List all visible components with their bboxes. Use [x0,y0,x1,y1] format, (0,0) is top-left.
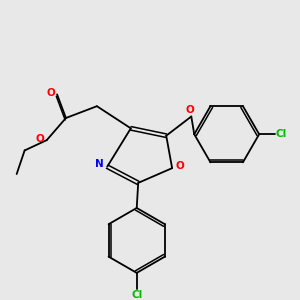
Text: Cl: Cl [275,129,286,139]
Text: O: O [46,88,55,98]
Text: N: N [95,159,104,169]
Text: O: O [36,134,45,144]
Text: O: O [185,105,194,115]
Text: Cl: Cl [131,290,142,300]
Text: O: O [175,161,184,171]
